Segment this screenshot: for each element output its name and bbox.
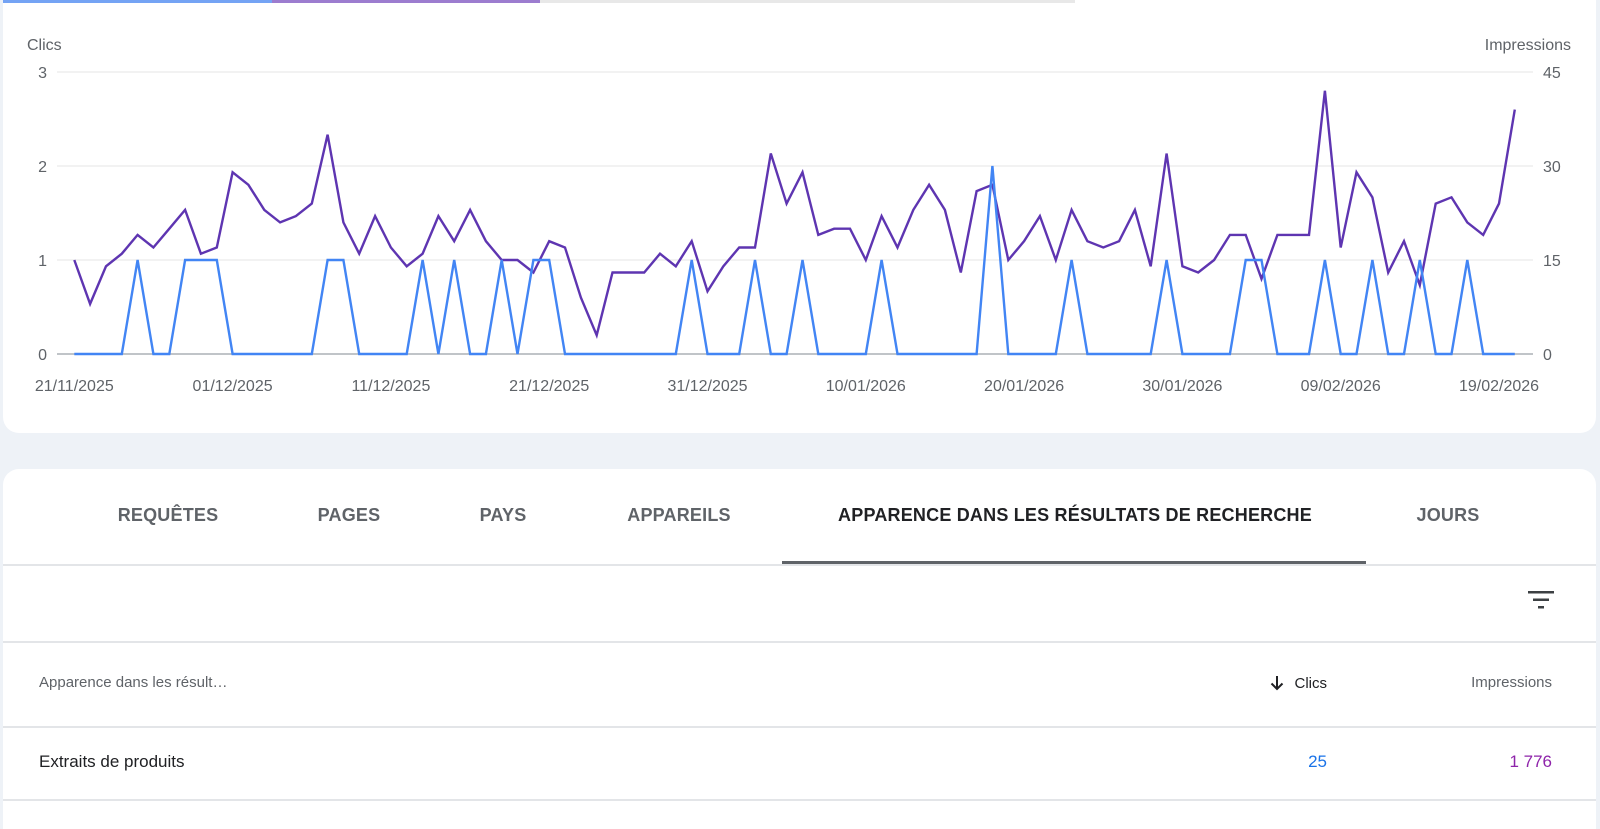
x-axis-tick-label: 11/12/2025 (351, 378, 430, 395)
right-axis-title: Impressions (1484, 37, 1571, 54)
performance-chart-card: Clics Impressions 0 0 1 15 2 30 3 45 21/11/2025 0… (3, 0, 1596, 433)
column-header-clicks-label: Clics (1294, 674, 1328, 692)
right-axis-tick-label: 15 (1543, 253, 1561, 270)
tab-apparence-resultats[interactable]: APPARENCE DANS LES RÉSULTATS DE RECHERCH… (838, 505, 1312, 525)
x-axis-tick-label: 19/02/2026 (1459, 378, 1539, 395)
right-axis-tick-label: 0 (1543, 347, 1552, 364)
tab-jours[interactable]: JOURS (1416, 505, 1480, 525)
metric-strip-rest (540, 0, 1075, 3)
left-axis-tick-label: 1 (38, 253, 47, 270)
performance-line-chart[interactable]: 0 0 1 15 2 30 3 45 21/11/2025 01/12/2025 11/12/202… (3, 0, 1596, 433)
column-header-appearance[interactable]: Apparence dans les résult… (39, 674, 228, 691)
column-header-clicks[interactable]: Clics (1269, 674, 1328, 692)
x-axis-tick-label: 10/01/2026 (826, 378, 906, 395)
x-axis-tick-label: 01/12/2025 (193, 378, 273, 395)
clicks-series-line (74, 165, 1515, 356)
toolbar-divider (3, 641, 1596, 643)
active-tab-indicator (782, 561, 1366, 564)
x-axis-tick-label: 09/02/2026 (1301, 378, 1381, 395)
tab-pays[interactable]: PAYS (479, 505, 527, 525)
arrow-downward-icon (1270, 676, 1283, 691)
tabs-divider (3, 564, 1596, 566)
x-axis-tick-label: 30/01/2026 (1142, 378, 1222, 395)
x-axis-tick-label: 21/12/2025 (509, 378, 589, 395)
row-clicks-value: 25 (1308, 752, 1327, 771)
left-axis-tick-label: 3 (38, 65, 47, 82)
tab-appareils[interactable]: APPAREILS (627, 505, 731, 525)
clicks-metric-strip (3, 0, 272, 3)
tab-requetes[interactable]: REQUÊTES (117, 505, 219, 525)
x-axis-tick-label: 21/11/2025 (35, 378, 114, 395)
column-header-impressions[interactable]: Impressions (1471, 674, 1552, 691)
impressions-metric-strip (272, 0, 540, 3)
right-axis-tick-label: 30 (1543, 159, 1561, 176)
dimension-table-card: REQUÊTES PAGES PAYS APPAREILS APPARENCE … (3, 469, 1596, 829)
x-axis-tick-label: 31/12/2025 (667, 378, 747, 395)
header-divider (3, 726, 1596, 728)
row-appearance-name: Extraits de produits (39, 752, 185, 771)
row-divider (3, 799, 1596, 801)
row-impressions-value: 1 776 (1509, 752, 1552, 771)
left-axis-title: Clics (27, 37, 62, 54)
tab-pages[interactable]: PAGES (317, 505, 381, 525)
x-axis-tick-label: 20/01/2026 (984, 378, 1064, 395)
right-axis-tick-label: 45 (1543, 65, 1561, 82)
left-axis-tick-label: 0 (38, 347, 47, 364)
filter-list-icon[interactable] (1525, 587, 1557, 613)
left-axis-tick-label: 2 (38, 159, 47, 176)
impressions-series-line (73, 90, 1516, 339)
